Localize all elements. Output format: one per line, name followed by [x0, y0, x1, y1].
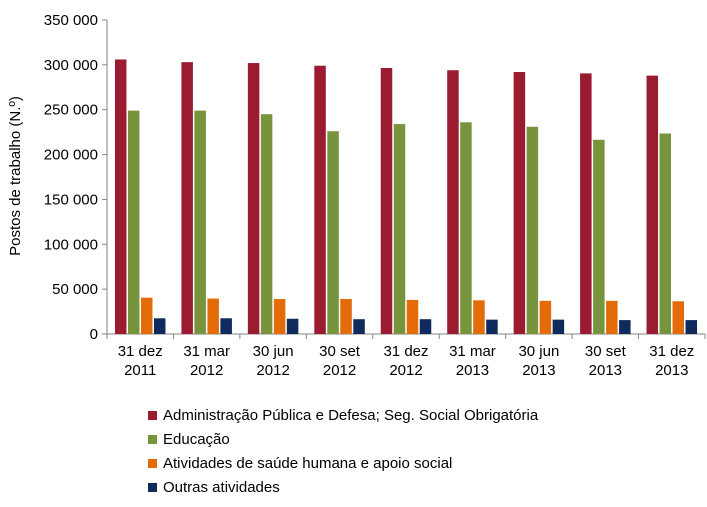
legend-item: Outras atividades [148, 475, 538, 499]
legend-label: Administração Pública e Defesa; Seg. Soc… [163, 406, 539, 424]
x-tick-label-line1: 31 mar [183, 343, 230, 360]
bar [486, 319, 498, 334]
bar [393, 124, 406, 334]
bar [273, 299, 286, 334]
x-tick-label-line2: 2012 [323, 362, 356, 379]
y-tick-label: 150 000 [44, 191, 98, 208]
bar [685, 320, 698, 334]
bar [460, 122, 472, 334]
x-tick-label-line1: 31 dez [383, 343, 428, 360]
bar [646, 75, 659, 334]
bar [672, 301, 685, 334]
bar [552, 319, 565, 334]
legend-swatch [148, 482, 157, 492]
bar [526, 126, 539, 334]
x-tick-label-line2: 2011 [124, 362, 156, 379]
x-tick-label-line2: 2012 [190, 362, 223, 379]
legend-item: Educação [148, 427, 538, 451]
bar [406, 299, 419, 334]
y-tick-label: 100 000 [44, 236, 98, 253]
bar [181, 62, 193, 335]
x-tick-label-line1: 31 dez [649, 343, 694, 360]
x-tick-label-line2: 2013 [655, 362, 688, 379]
bar [380, 67, 393, 335]
legend-swatch [148, 410, 157, 420]
bar [194, 110, 206, 335]
bar [419, 319, 432, 334]
axes [102, 19, 706, 339]
bar [127, 110, 140, 335]
bar [606, 300, 618, 334]
y-axis-label: Postos de trabalho (N.º) [7, 96, 24, 256]
x-tick-label-line1: 31 dez [118, 343, 163, 360]
bar [153, 318, 166, 334]
y-tick-label: 0 [90, 326, 98, 343]
x-tick-label-line1: 30 jun [518, 343, 559, 360]
bar [619, 320, 631, 334]
bar [140, 297, 153, 334]
bar [260, 114, 273, 334]
bar [327, 131, 339, 334]
legend-item: Administração Pública e Defesa; Seg. Soc… [148, 403, 538, 427]
x-tick-label-line2: 2012 [256, 362, 289, 379]
x-tick-label-line1: 30 set [585, 343, 627, 360]
bar [114, 59, 127, 335]
bar [286, 318, 299, 334]
y-tick-label: 250 000 [44, 102, 98, 119]
x-tick-label-line2: 2013 [589, 362, 622, 379]
legend-label: Outras atividades [163, 478, 280, 496]
bar [340, 299, 352, 334]
bar [513, 72, 526, 334]
bar [220, 318, 232, 334]
legend-swatch [148, 458, 157, 468]
x-tick-label-line1: 30 jun [253, 343, 294, 360]
bar [580, 73, 592, 334]
bar [207, 298, 219, 334]
x-tick-label-line2: 2013 [456, 362, 489, 379]
y-tick-label: 300 000 [44, 57, 98, 74]
x-tick-label-line1: 31 mar [449, 343, 496, 360]
legend-item: Atividades de saúde humana e apoio socia… [148, 451, 538, 475]
tick-labels: 0 50 000 100 000 150 000 200 000 250 000 300 0… [44, 12, 695, 379]
x-tick-label-line2: 2013 [522, 362, 555, 379]
bar [659, 133, 672, 334]
x-tick-label-line1: 30 set [319, 343, 361, 360]
legend-swatch [148, 434, 157, 444]
bar [447, 70, 459, 335]
bar-chart: 0 50 000 100 000 150 000 200 000 250 000 300 0… [7, 12, 706, 379]
x-tick-label-line2: 2012 [389, 362, 422, 379]
bars [114, 59, 698, 335]
bar [593, 139, 605, 334]
y-tick-label: 50 000 [52, 281, 98, 298]
legend-label: Atividades de saúde humana e apoio socia… [163, 454, 453, 472]
y-tick-label: 200 000 [44, 147, 98, 164]
bar [314, 65, 326, 335]
y-tick-label: 350 000 [44, 12, 98, 29]
bar [539, 300, 552, 334]
bar [247, 63, 260, 334]
legend-label: Educação [163, 430, 230, 448]
bar [353, 319, 365, 334]
bar [473, 300, 485, 334]
legend: Administração Pública e Defesa; Seg. Soc… [148, 403, 538, 499]
